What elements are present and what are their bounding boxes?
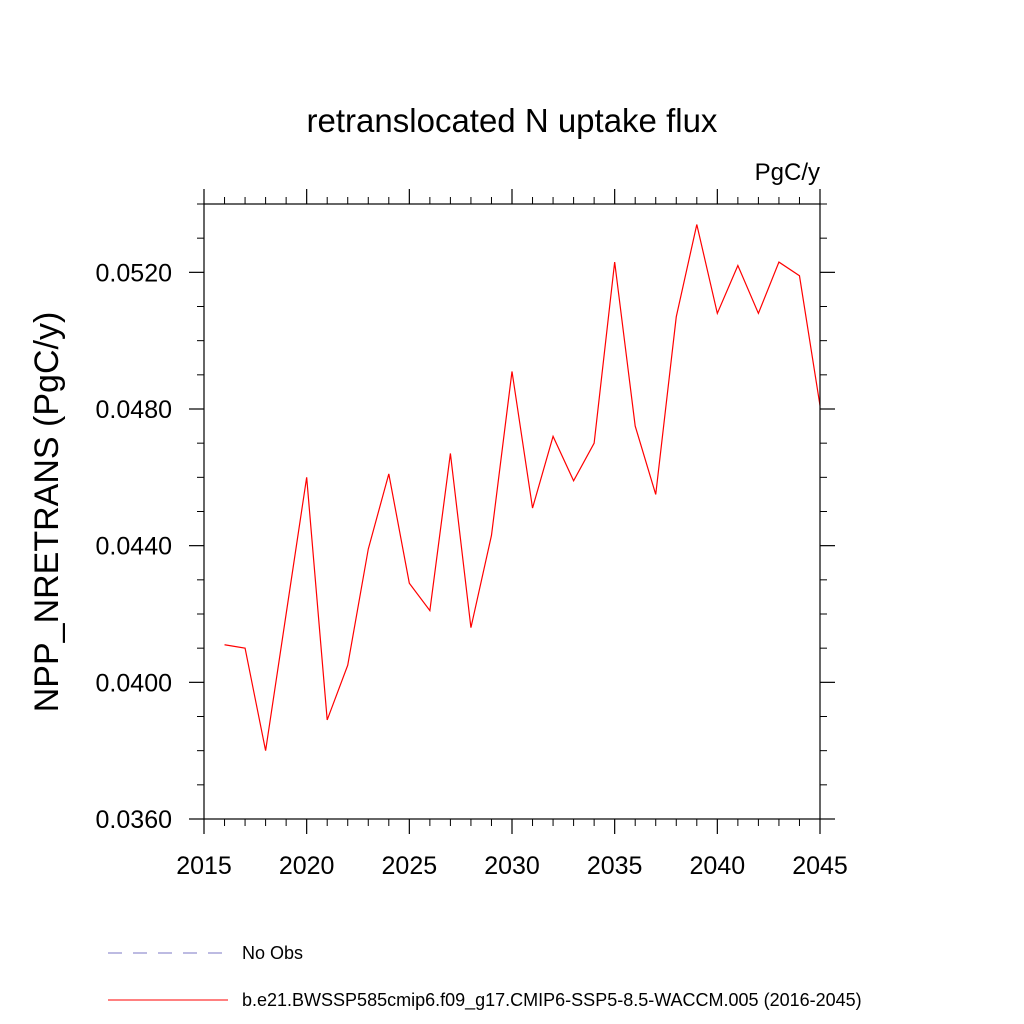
legend: No Obs b.e21.BWSSP585cmip6.f09_g17.CMIP6… [108,943,862,1011]
plot-frame [203,203,821,820]
series-line [224,224,821,751]
y-tick-label: 0.0480 [96,396,172,424]
x-tick-label: 2025 [382,852,438,880]
x-tick-label: 2015 [176,852,232,880]
y-tick-label: 0.0520 [96,259,172,287]
x-tick-label: 2035 [587,852,643,880]
legend-label-no-obs: No Obs [242,943,303,963]
series-layer [224,224,821,751]
x-tick-label: 2030 [484,852,540,880]
x-tick-label: 2040 [690,852,746,880]
y-tick-label: 0.0400 [96,669,172,697]
y-tick-label: 0.0440 [96,533,172,561]
x-tick-label: 2020 [279,852,335,880]
x-tick-label: 2045 [792,852,848,880]
chart-title: retranslocated N uptake flux [307,102,718,139]
y-axis-label: NPP_NRETRANS (PgC/y) [28,312,66,713]
units-label: PgC/y [755,159,820,186]
tick-labels: 2015 2020 2025 2030 2035 2040 2045 0.0360 0.0400… [96,259,848,880]
axis-ticks [189,189,835,834]
legend-label-model: b.e21.BWSSP585cmip6.f09_g17.CMIP6-SSP5-8… [242,990,862,1011]
y-tick-label: 0.0360 [96,806,172,834]
